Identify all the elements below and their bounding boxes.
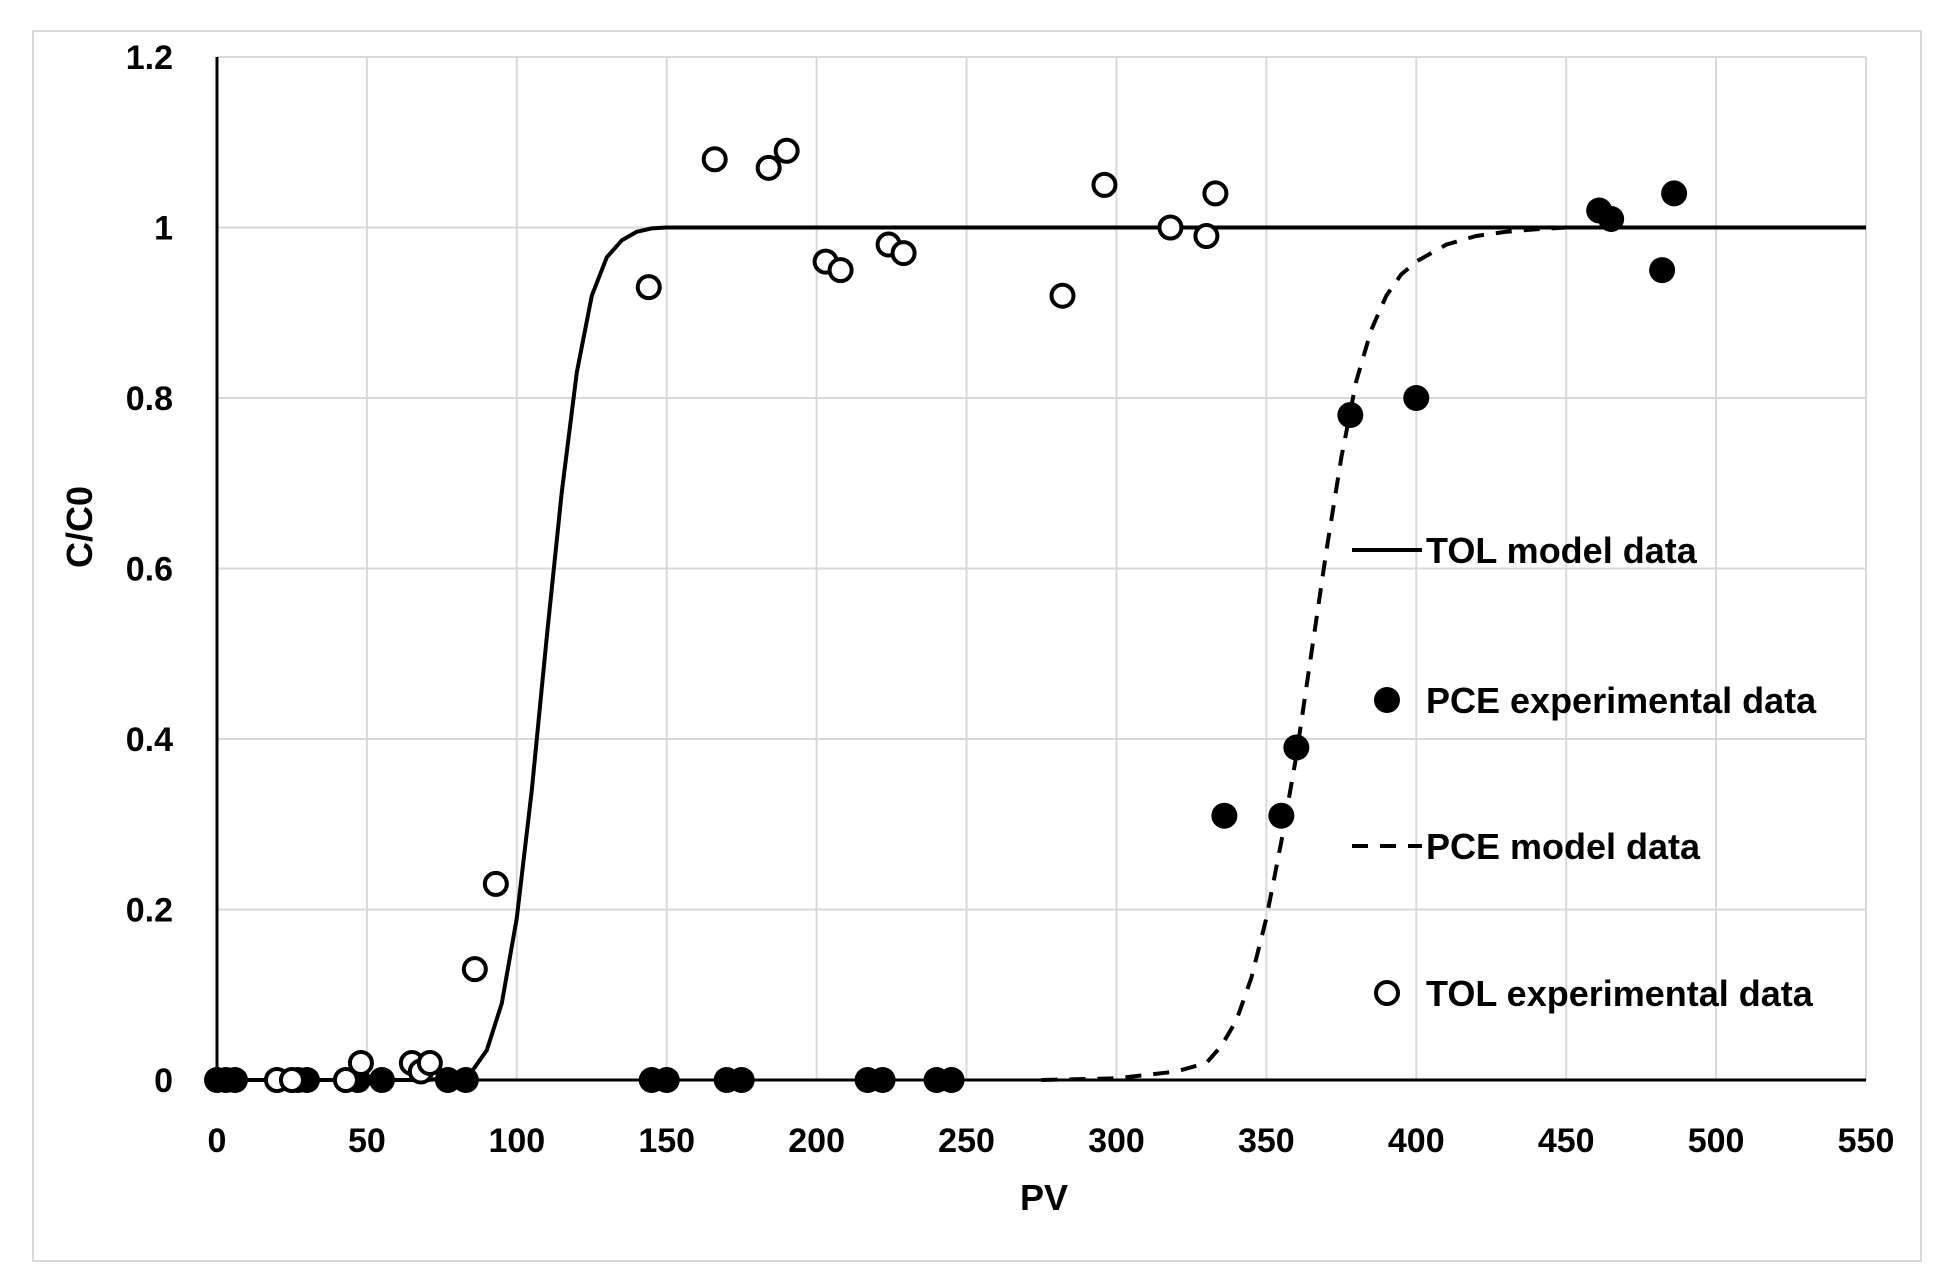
tol-data-point [416,1049,443,1076]
y-tick-label: 0.2 [126,892,173,930]
pce-data-point [368,1067,395,1093]
x-tick-label: 350 [1238,1122,1295,1160]
pce-data-point [938,1067,965,1093]
pce-data-point [452,1067,479,1093]
tol-data-point [347,1049,374,1076]
x-tick-label: 550 [1838,1122,1895,1160]
y-axis-title: C/C0 [59,486,100,568]
tol-data-point [482,870,509,897]
legend-tol-model: TOL model data [1352,530,1698,571]
x-tick-label: 100 [488,1122,545,1160]
pce-data-point [728,1067,755,1093]
pce-data-point [1337,402,1364,429]
pce-data-point [1283,734,1310,761]
legend-tol-experimental: TOL experimental data [1374,973,1814,1014]
legend-label: PCE experimental data [1426,680,1817,721]
pce-data-point [434,1067,461,1093]
y-tick-label: 0.8 [126,380,173,418]
x-tick-label: 50 [348,1122,386,1160]
legend-swatch-filled-circle [1374,687,1400,713]
series [204,137,1866,1093]
tol-data-point [278,1067,305,1093]
pce-data-point [1211,802,1238,829]
legend-swatch-open-circle [1374,980,1400,1006]
x-tick-label: 0 [208,1122,227,1160]
x-tick-label: 150 [638,1122,695,1160]
tol-data-point [1049,282,1076,309]
x-tick-label: 500 [1688,1122,1745,1160]
tol-data-point [1157,214,1184,241]
tol-data-point [1193,223,1220,250]
tick-labels: 0 50 100 150 200 250 300 350 400 450 500 550 0 0.2 0.4… [126,39,1895,1160]
legend-pce-model: PCE model data [1352,826,1701,867]
x-axis-title: PV [1020,1177,1068,1218]
legend-label: TOL experimental data [1426,973,1814,1014]
x-tick-label: 300 [1088,1122,1145,1160]
x-tick-label: 250 [938,1122,995,1160]
pce-model-line [1041,225,1866,1082]
pce-data-point [1268,802,1295,829]
pce-data-point [1661,180,1688,207]
pce-data-point [221,1067,248,1093]
legend-label: PCE model data [1426,826,1701,867]
tol-data-point [461,956,488,983]
tol-data-point [890,240,917,267]
tol-data-point [1091,171,1118,198]
pce-data-point [1649,257,1676,284]
tol-data-point [1202,180,1229,207]
tol-data-point [755,154,782,181]
y-tick-label: 0 [154,1062,173,1100]
tol-data-point [332,1067,359,1093]
x-tick-label: 400 [1388,1122,1445,1160]
chart-frame [32,30,1922,1262]
y-tick-label: 1.2 [126,39,173,77]
legend-label: TOL model data [1426,530,1698,571]
tol-model-line [217,225,1866,1082]
pce-data-point [1403,385,1430,411]
y-tick-label: 1 [154,210,173,248]
tol-data-point [773,137,800,164]
pce-data-point [1598,205,1625,232]
tol-data-point [635,274,662,301]
x-tick-label: 450 [1538,1122,1595,1160]
tol-data-point [701,146,728,173]
y-tick-label: 0.6 [126,551,173,589]
legend: TOL model data PCE experimental data PCE m… [1352,530,1817,1014]
legend-pce-experimental: PCE experimental data [1374,680,1817,721]
pce-data-point [653,1067,680,1093]
y-tick-label: 0.4 [126,721,173,759]
tol-data-point [827,257,854,284]
x-tick-label: 200 [788,1122,845,1160]
pce-data-point [869,1067,896,1093]
